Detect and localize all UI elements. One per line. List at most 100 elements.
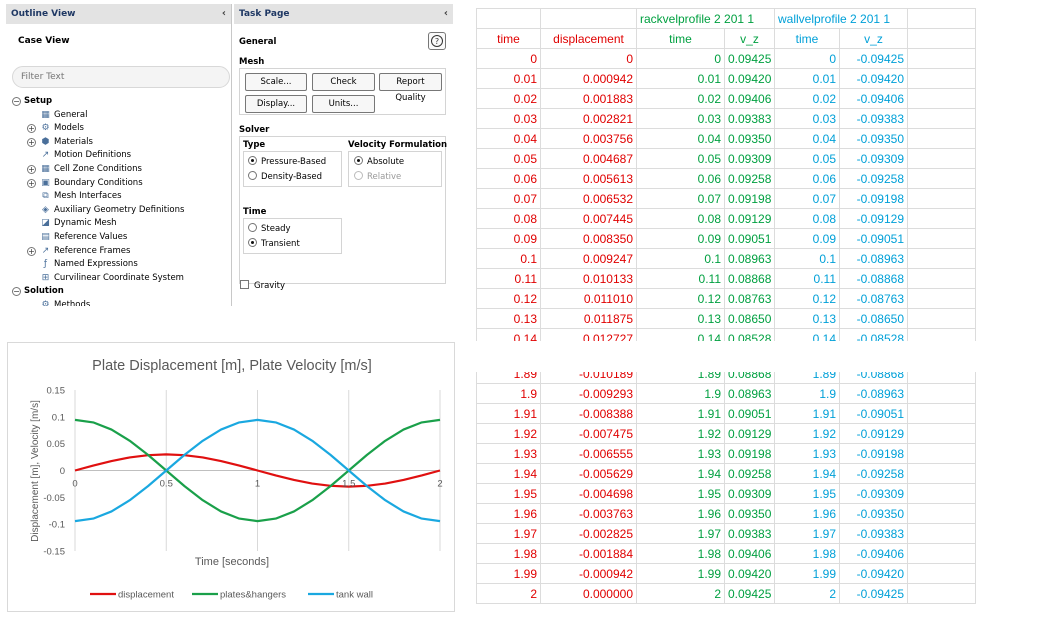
table-cell[interactable]: 0.011875 — [540, 308, 637, 329]
table-cell[interactable]: 2 — [476, 583, 541, 604]
table-cell[interactable]: 1.9 — [476, 383, 541, 404]
table-cell[interactable]: 1.93 — [636, 443, 725, 464]
table-cell[interactable]: 1.94 — [636, 463, 725, 484]
table-cell[interactable]: 1.99 — [774, 563, 840, 584]
table-cell[interactable]: 2 — [774, 583, 840, 604]
table-cell[interactable]: -0.09425 — [839, 48, 908, 69]
scale-button[interactable]: Scale... — [245, 73, 307, 91]
table-cell[interactable]: -0.08963 — [839, 383, 908, 404]
table-cell[interactable]: 0.05 — [476, 148, 541, 169]
table-cell[interactable]: 1.98 — [636, 543, 725, 564]
table-cell[interactable]: 0.09425 — [724, 583, 775, 604]
tree-item-auxiliary-geometry-definitions[interactable]: ◈ Auxiliary Geometry Definitions — [6, 204, 231, 218]
table-cell[interactable]: 0.010133 — [540, 268, 637, 289]
table-cell[interactable]: 0.09198 — [724, 443, 775, 464]
table-cell[interactable]: 0.06 — [774, 168, 840, 189]
table-cell[interactable]: 1.97 — [774, 523, 840, 544]
table-cell-empty[interactable] — [907, 48, 976, 69]
table-cell[interactable]: 0.07 — [476, 188, 541, 209]
report-quality-button[interactable]: Report Quality — [379, 73, 442, 103]
table-cell-empty[interactable] — [907, 328, 976, 341]
table-cell[interactable]: 0.09383 — [724, 523, 775, 544]
table-cell[interactable]: 0.09350 — [724, 128, 775, 149]
table-cell[interactable]: 0.13 — [636, 308, 725, 329]
table-cell[interactable]: 1.9 — [636, 383, 725, 404]
table-cell-empty[interactable] — [907, 248, 976, 269]
table-cell[interactable]: 0.09309 — [724, 148, 775, 169]
table-cell[interactable]: 0.14 — [476, 328, 541, 341]
table-cell-empty[interactable] — [907, 383, 976, 404]
table-cell[interactable]: 0.09 — [774, 228, 840, 249]
table-cell[interactable]: 0.09383 — [724, 108, 775, 129]
table-cell[interactable]: 0.12 — [774, 288, 840, 309]
table-cell-empty[interactable] — [907, 443, 976, 464]
table-cell-empty[interactable] — [907, 68, 976, 89]
table-cell[interactable]: 0.006532 — [540, 188, 637, 209]
table-cell[interactable]: 0.01 — [636, 68, 725, 89]
tree-item-cell-zone-conditions[interactable]: + ▦ Cell Zone Conditions — [6, 163, 231, 177]
table-cell[interactable]: 0.08 — [476, 208, 541, 229]
table-cell[interactable]: 0.09425 — [724, 48, 775, 69]
table-cell[interactable]: 0.002821 — [540, 108, 637, 129]
table-cell[interactable]: 0.008350 — [540, 228, 637, 249]
table-cell[interactable]: -0.000942 — [540, 563, 637, 584]
table-cell[interactable]: 1.96 — [476, 503, 541, 524]
table-cell[interactable]: 0.06 — [476, 168, 541, 189]
table-cell[interactable]: 1.93 — [774, 443, 840, 464]
table-cell[interactable]: -0.08963 — [839, 248, 908, 269]
table-cell[interactable]: 1.92 — [636, 423, 725, 444]
table-cell[interactable]: 0.003756 — [540, 128, 637, 149]
table-cell[interactable]: 0.03 — [774, 108, 840, 129]
table-cell-empty[interactable] — [907, 148, 976, 169]
table-cell[interactable]: 1.95 — [476, 483, 541, 504]
table-cell[interactable]: -0.007475 — [540, 423, 637, 444]
table-cell[interactable]: 1.99 — [636, 563, 725, 584]
collapse-icon[interactable]: ‹ — [221, 8, 226, 19]
tree-item-boundary-conditions[interactable]: + ▣ Boundary Conditions — [6, 177, 231, 191]
table-cell[interactable]: -0.08868 — [839, 372, 908, 384]
table-cell[interactable]: 0.1 — [476, 248, 541, 269]
table-cell[interactable]: 1.94 — [476, 463, 541, 484]
table-cell[interactable]: -0.09258 — [839, 168, 908, 189]
tree-item-setup[interactable]: − Setup — [6, 95, 231, 109]
column-header[interactable]: time — [476, 28, 541, 49]
table-cell[interactable]: 0.09258 — [724, 463, 775, 484]
table-cell[interactable]: -0.09258 — [839, 463, 908, 484]
column-header[interactable]: displacement — [540, 28, 637, 49]
table-cell[interactable]: 0.09420 — [724, 68, 775, 89]
table-cell[interactable]: 1.92 — [476, 423, 541, 444]
table-cell[interactable]: -0.09129 — [839, 423, 908, 444]
table-cell[interactable]: 0.06 — [636, 168, 725, 189]
table-cell[interactable]: 0.04 — [636, 128, 725, 149]
table-cell[interactable]: -0.09198 — [839, 188, 908, 209]
table-cell-empty[interactable] — [907, 483, 976, 504]
table-cell-empty[interactable] — [907, 108, 976, 129]
table-cell[interactable]: 0.09198 — [724, 188, 775, 209]
table-cell[interactable]: 0.11 — [476, 268, 541, 289]
tree-item-methods[interactable]: ⚙ Methods — [6, 299, 231, 306]
table-cell-empty[interactable] — [907, 28, 976, 49]
tree-item-motion-definitions[interactable]: ↗ Motion Definitions — [6, 149, 231, 163]
tree-item-general[interactable]: ▦ General — [6, 109, 231, 123]
table-cell-empty[interactable] — [907, 503, 976, 524]
table-cell[interactable]: 1.94 — [774, 463, 840, 484]
tree-item-curvilinear-coordinate-system[interactable]: ⊞ Curvilinear Coordinate System — [6, 272, 231, 286]
table-cell[interactable]: 0.07 — [636, 188, 725, 209]
table-cell[interactable]: -0.09383 — [839, 108, 908, 129]
tree-item-materials[interactable]: + ⬢ Materials — [6, 136, 231, 150]
table-cell[interactable]: 1.91 — [636, 403, 725, 424]
table-cell[interactable]: 0.09 — [636, 228, 725, 249]
check-button[interactable]: Check — [312, 73, 375, 91]
table-cell[interactable]: 1.92 — [774, 423, 840, 444]
table-cell[interactable]: -0.006555 — [540, 443, 637, 464]
table-cell[interactable]: 0.09406 — [724, 88, 775, 109]
expand-node-icon[interactable]: + — [27, 124, 36, 134]
table-cell-empty[interactable] — [907, 308, 976, 329]
density-based-radio[interactable]: Density-Based — [248, 171, 322, 183]
collapse-node-icon[interactable]: − — [12, 97, 21, 106]
tree-item-reference-frames[interactable]: + ↗ Reference Frames — [6, 245, 231, 259]
filter-input[interactable] — [12, 66, 230, 88]
table-cell[interactable]: 0.005613 — [540, 168, 637, 189]
table-cell-empty[interactable] — [476, 8, 541, 29]
table-cell[interactable]: 0.001883 — [540, 88, 637, 109]
